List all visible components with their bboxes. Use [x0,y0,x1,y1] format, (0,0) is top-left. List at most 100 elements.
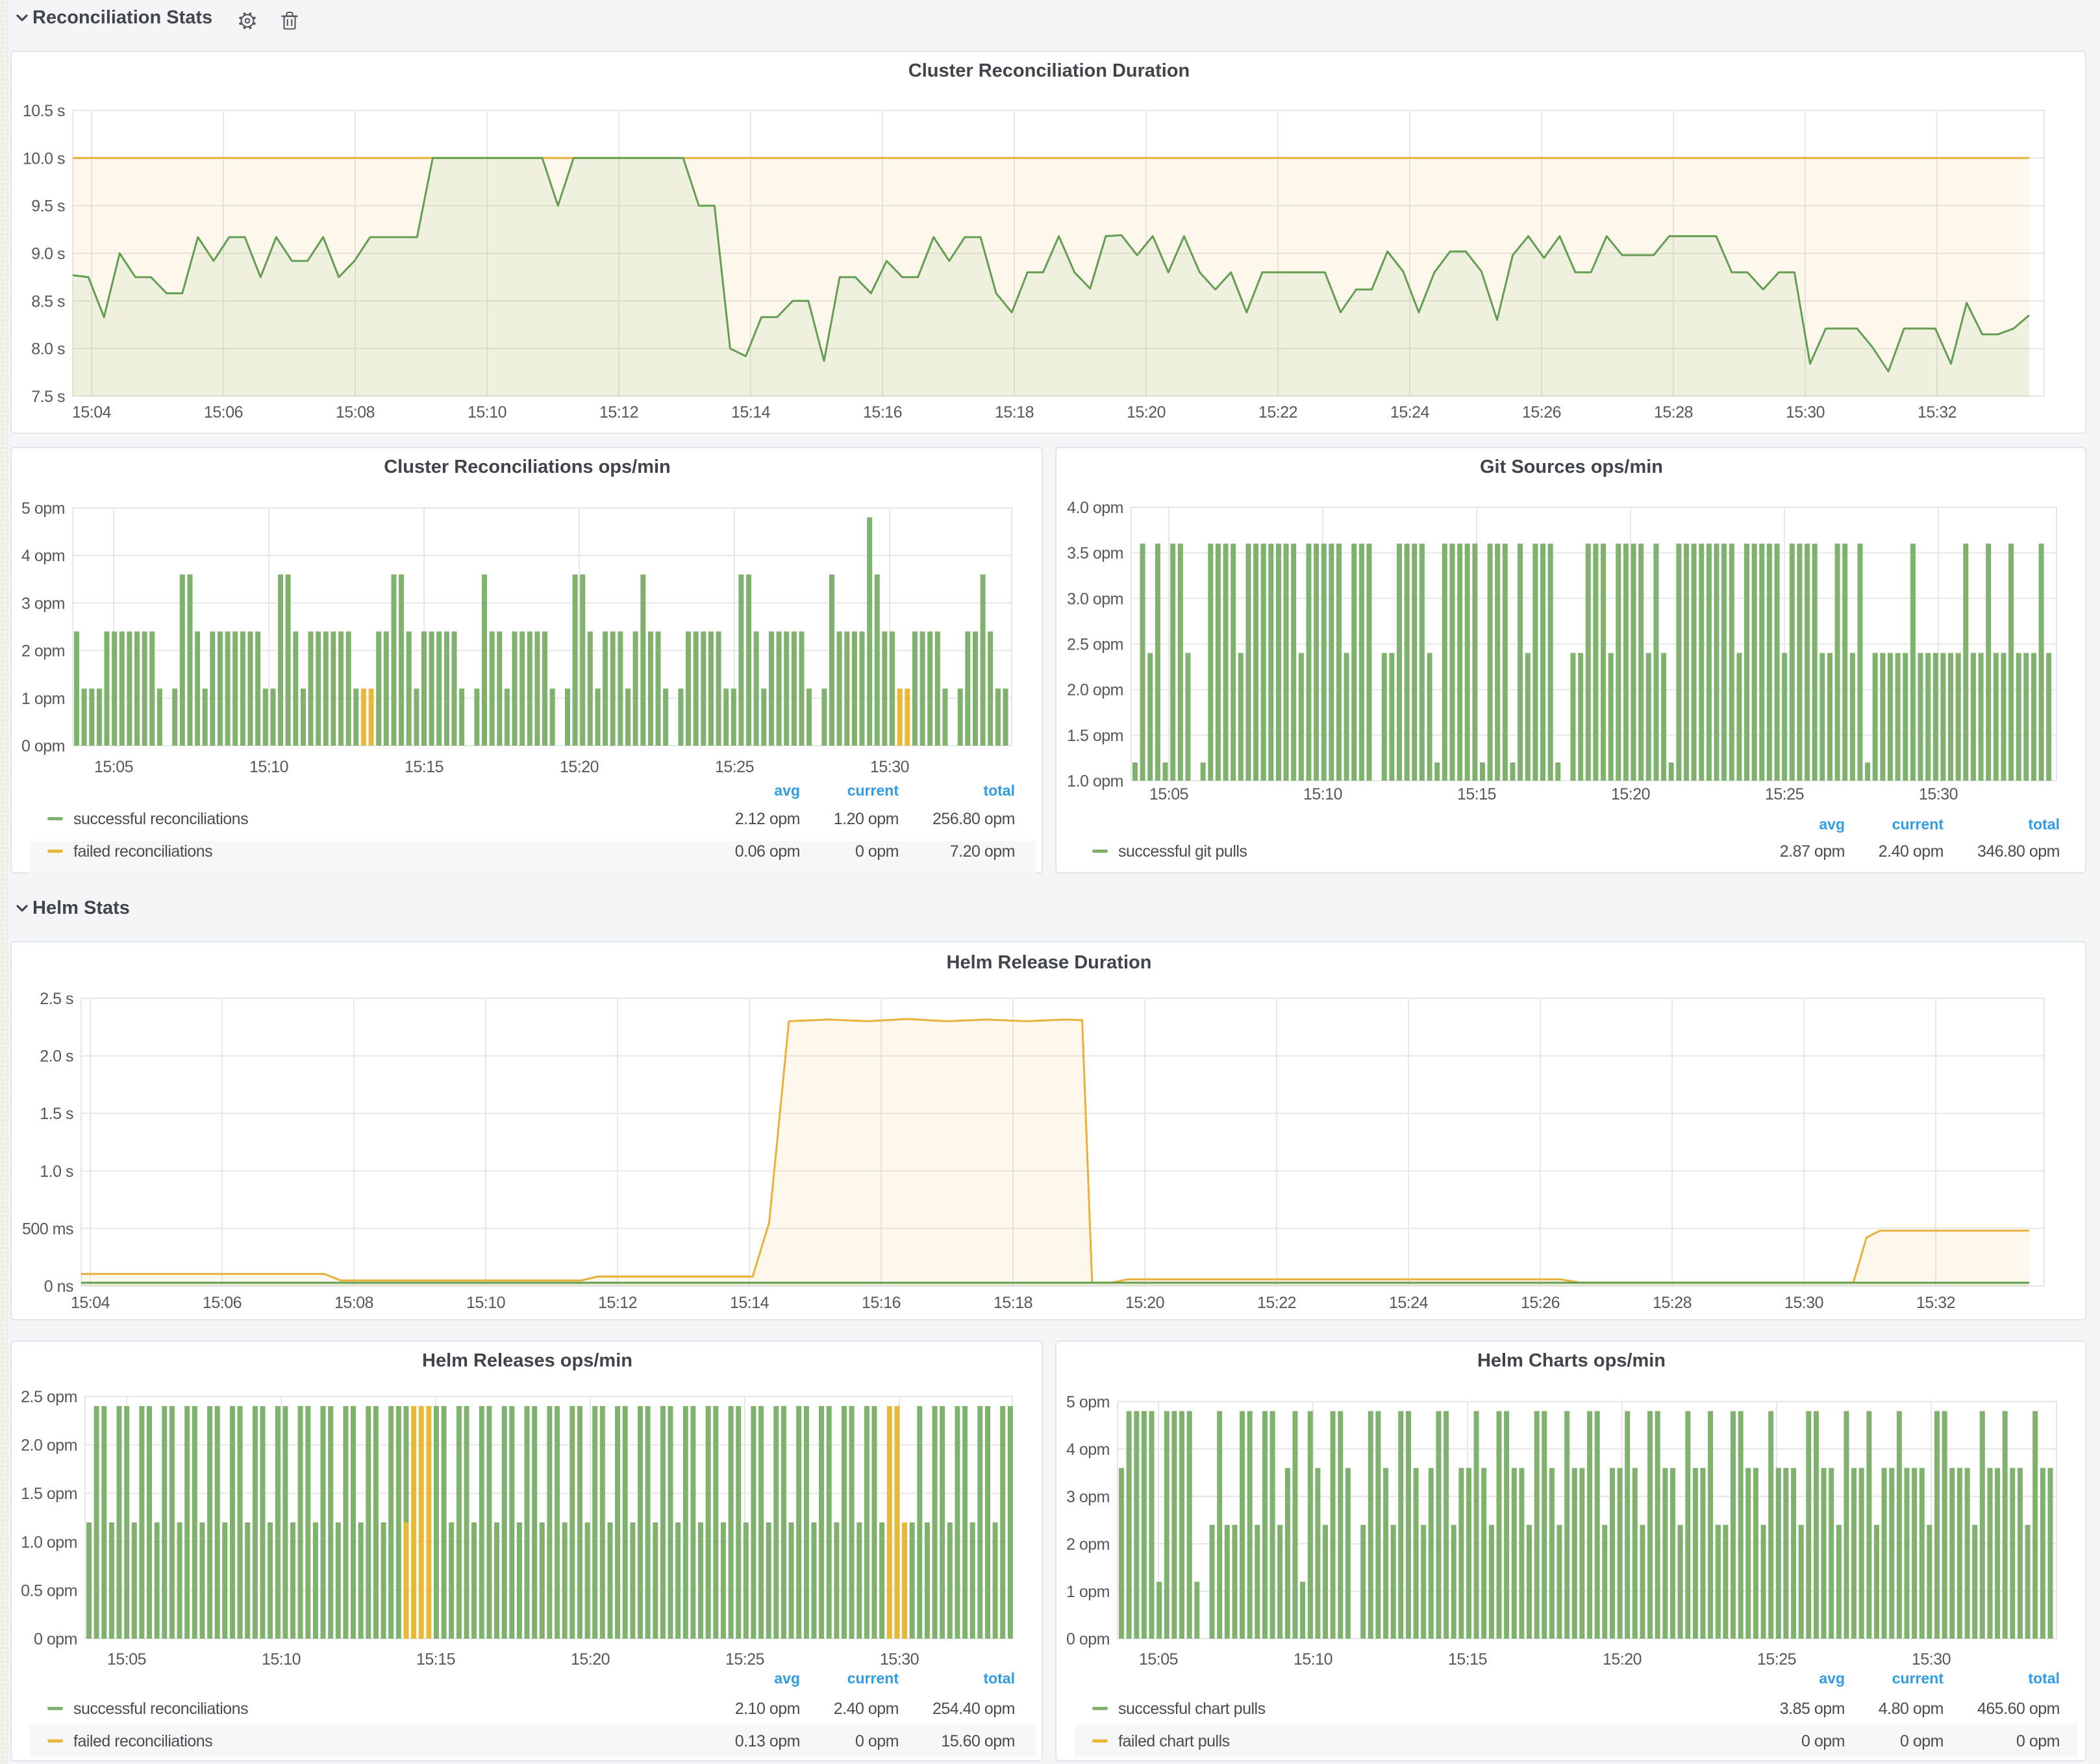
svg-text:0 opm: 0 opm [855,842,899,861]
svg-text:1.0 opm: 1.0 opm [21,1533,77,1552]
svg-text:0 opm: 0 opm [1801,1732,1845,1750]
svg-text:15:20: 15:20 [1611,785,1650,803]
svg-text:15:28: 15:28 [1653,1294,1692,1312]
svg-text:2 opm: 2 opm [21,642,65,661]
svg-text:7.5 s: 7.5 s [31,388,65,406]
svg-text:15:25: 15:25 [725,1650,764,1669]
svg-text:2.5 opm: 2.5 opm [1067,636,1123,654]
svg-text:0 opm: 0 opm [1900,1732,1944,1750]
svg-text:0 opm: 0 opm [2016,1732,2060,1750]
svg-text:0.13 opm: 0.13 opm [735,1732,800,1750]
svg-text:3 opm: 3 opm [1066,1488,1110,1506]
svg-text:avg: avg [1819,816,1845,833]
svg-text:15:05: 15:05 [94,758,133,776]
svg-text:successful reconciliations: successful reconciliations [73,810,248,828]
svg-text:1.5 opm: 1.5 opm [21,1485,77,1503]
svg-text:15:32: 15:32 [1918,403,1956,422]
svg-text:15:10: 15:10 [262,1650,301,1669]
svg-text:254.40 opm: 254.40 opm [932,1700,1015,1718]
svg-text:5 opm: 5 opm [21,499,65,518]
svg-text:15:04: 15:04 [72,403,112,422]
svg-text:0 opm: 0 opm [855,1732,899,1750]
svg-text:10.5 s: 10.5 s [23,102,65,120]
svg-text:15:30: 15:30 [1784,1294,1823,1312]
svg-text:15:05: 15:05 [1149,785,1188,803]
svg-text:Cluster Reconciliations ops/mi: Cluster Reconciliations ops/min [384,457,671,477]
svg-text:7.20 opm: 7.20 opm [950,842,1015,861]
svg-text:avg: avg [774,1670,800,1687]
svg-text:Helm Stats: Helm Stats [32,898,130,918]
svg-text:3.5 opm: 3.5 opm [1067,544,1123,562]
svg-text:15:08: 15:08 [334,1294,373,1312]
svg-text:15:24: 15:24 [1389,1294,1429,1312]
svg-text:15:18: 15:18 [994,1294,1032,1312]
svg-text:465.60 opm: 465.60 opm [1977,1700,2060,1718]
svg-text:0 opm: 0 opm [34,1630,77,1648]
svg-text:1.5 opm: 1.5 opm [1067,727,1123,745]
svg-text:avg: avg [1819,1670,1845,1687]
svg-text:8.0 s: 8.0 s [31,340,65,359]
svg-text:15:25: 15:25 [1765,785,1804,803]
svg-text:15:10: 15:10 [468,403,506,422]
svg-text:15:32: 15:32 [1916,1294,1955,1312]
svg-text:0 ns: 0 ns [44,1278,73,1296]
svg-text:2.40 opm: 2.40 opm [834,1700,899,1718]
svg-text:successful chart pulls: successful chart pulls [1118,1700,1266,1718]
svg-text:15:20: 15:20 [560,758,599,776]
svg-text:9.5 s: 9.5 s [31,197,65,216]
svg-text:15:04: 15:04 [71,1294,110,1312]
svg-text:1.20 opm: 1.20 opm [834,810,899,828]
svg-text:Helm Releases ops/min: Helm Releases ops/min [422,1350,632,1371]
svg-text:current: current [847,1670,899,1687]
svg-text:2.12 opm: 2.12 opm [735,810,800,828]
svg-text:15:12: 15:12 [599,403,638,422]
svg-text:3.0 opm: 3.0 opm [1067,590,1123,608]
svg-text:15:25: 15:25 [1757,1650,1796,1669]
svg-text:15:24: 15:24 [1390,403,1430,422]
svg-text:4 opm: 4 opm [1066,1441,1110,1459]
svg-text:15:10: 15:10 [1303,785,1342,803]
svg-text:1.5 s: 1.5 s [40,1105,73,1123]
svg-text:Reconciliation Stats: Reconciliation Stats [32,7,212,28]
svg-text:15:25: 15:25 [715,758,754,776]
svg-text:2 opm: 2 opm [1066,1535,1110,1554]
svg-text:15:15: 15:15 [416,1650,455,1669]
svg-text:5 opm: 5 opm [1066,1393,1110,1411]
svg-text:current: current [1892,816,1944,833]
svg-text:8.5 s: 8.5 s [31,292,65,310]
svg-text:failed reconciliations: failed reconciliations [73,842,212,861]
svg-text:total: total [983,1670,1015,1687]
svg-text:15:20: 15:20 [1127,403,1166,422]
svg-text:0.06 opm: 0.06 opm [735,842,800,861]
svg-text:2.87 opm: 2.87 opm [1780,842,1845,861]
svg-text:15:30: 15:30 [1919,785,1958,803]
svg-text:15:14: 15:14 [731,403,771,422]
svg-text:15:30: 15:30 [870,758,909,776]
svg-text:15:26: 15:26 [1522,403,1561,422]
svg-text:15:12: 15:12 [598,1294,637,1312]
svg-text:Helm Release Duration: Helm Release Duration [947,952,1152,973]
svg-text:256.80 opm: 256.80 opm [932,810,1015,828]
svg-text:0 opm: 0 opm [21,737,65,755]
svg-text:current: current [847,782,899,799]
svg-text:total: total [983,782,1015,799]
svg-text:2.5 s: 2.5 s [40,990,73,1008]
svg-text:346.80 opm: 346.80 opm [1977,842,2060,861]
svg-text:15:30: 15:30 [1786,403,1825,422]
svg-text:total: total [2028,816,2060,833]
svg-text:10.0 s: 10.0 s [23,149,65,168]
svg-text:2.0 opm: 2.0 opm [1067,681,1123,699]
svg-text:2.10 opm: 2.10 opm [735,1700,800,1718]
svg-text:1 opm: 1 opm [21,690,65,708]
svg-text:1 opm: 1 opm [1066,1583,1110,1601]
svg-text:15:10: 15:10 [466,1294,505,1312]
svg-text:4.80 opm: 4.80 opm [1879,1700,1944,1718]
svg-text:2.40 opm: 2.40 opm [1879,842,1944,861]
svg-text:15:10: 15:10 [249,758,288,776]
svg-text:1.0 opm: 1.0 opm [1067,772,1123,790]
svg-text:Helm Charts ops/min: Helm Charts ops/min [1477,1350,1666,1371]
svg-text:15:06: 15:06 [204,403,243,422]
svg-text:Git Sources ops/min: Git Sources ops/min [1480,457,1663,477]
svg-text:1.0 s: 1.0 s [40,1163,73,1181]
svg-text:0.5 opm: 0.5 opm [21,1581,77,1600]
